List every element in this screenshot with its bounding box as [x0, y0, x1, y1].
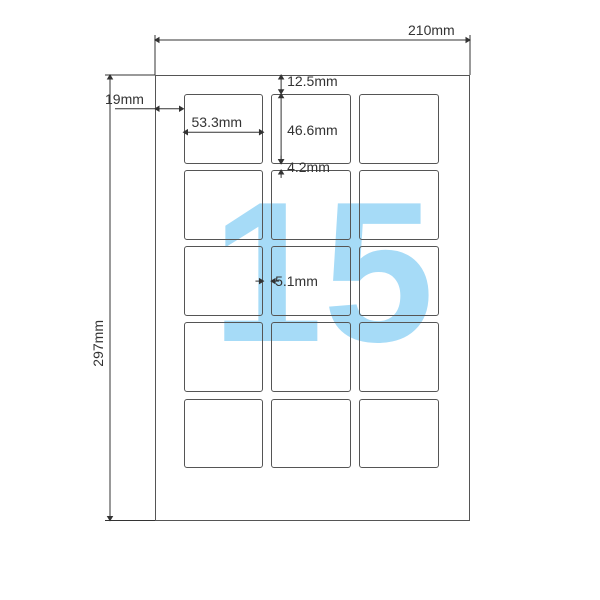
label-cell [184, 399, 264, 469]
diagram-stage: 15 210mm 297mm 19mm 12.5mm 53.3mm 46.6mm… [0, 0, 600, 600]
label-cell [184, 246, 264, 316]
dim-label-width: 53.3mm [192, 114, 243, 130]
label-cell [359, 94, 439, 164]
label-cell [359, 322, 439, 392]
label-cell [359, 399, 439, 469]
label-cell [271, 322, 351, 392]
dim-margin-left: 19mm [105, 91, 144, 107]
dim-label-height: 46.6mm [287, 122, 338, 138]
dim-col-gap: 5.1mm [275, 273, 318, 289]
dim-page-height: 297mm [90, 320, 106, 367]
label-cell [271, 399, 351, 469]
dim-row-gap: 4.2mm [287, 159, 330, 175]
dim-page-width: 210mm [408, 22, 455, 38]
label-cell [359, 246, 439, 316]
label-cell [184, 170, 264, 240]
label-cell [271, 170, 351, 240]
label-cell [359, 170, 439, 240]
dim-margin-top: 12.5mm [287, 73, 338, 89]
label-cell [184, 322, 264, 392]
